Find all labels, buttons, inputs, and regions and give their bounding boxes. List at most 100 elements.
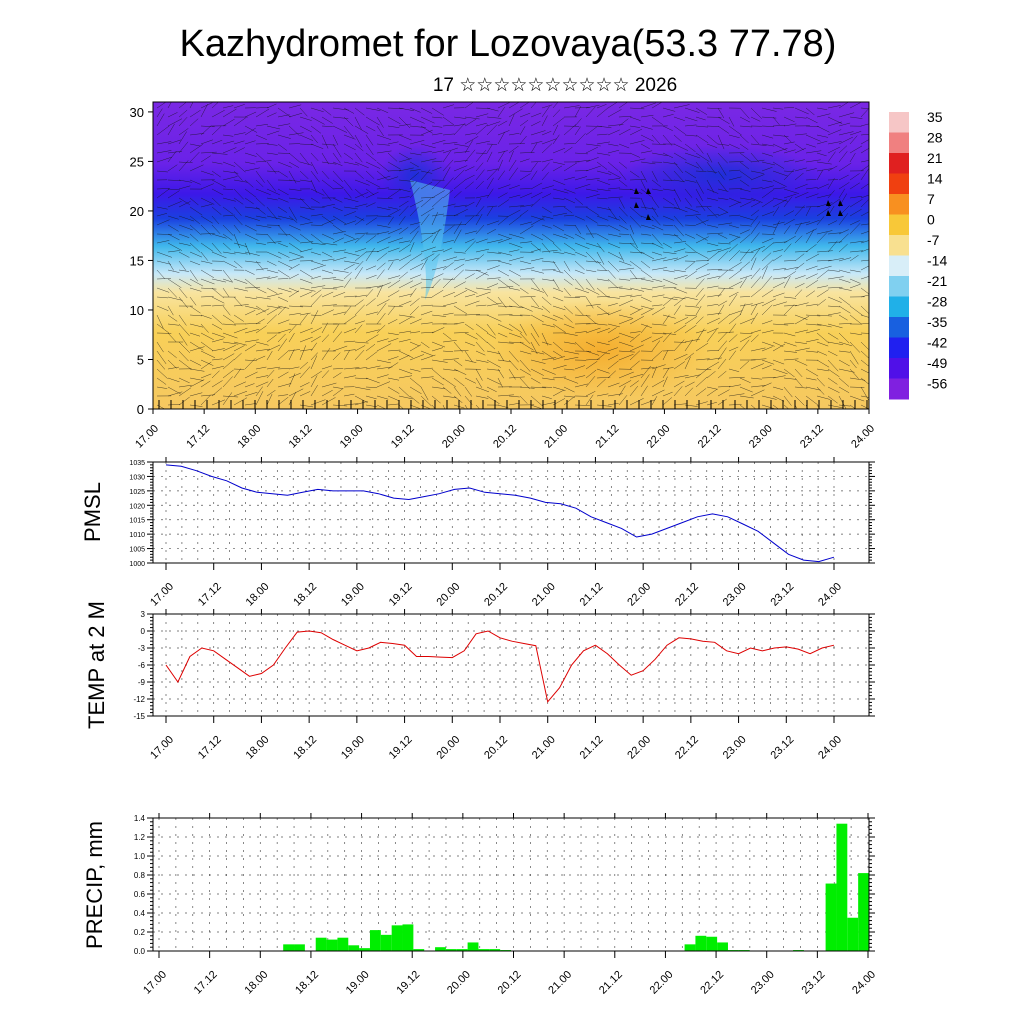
- y-tick-label: 0.4: [134, 909, 146, 918]
- y-tick-label: 30: [130, 105, 144, 120]
- y-tick-label: 10: [130, 303, 144, 318]
- precip-bar: [435, 947, 446, 951]
- colorbar-label: 0: [927, 212, 935, 228]
- colorbar-swatch: [889, 153, 909, 174]
- y-tick-label: 1005: [129, 547, 145, 554]
- x-tick-label: 18.12: [291, 734, 319, 762]
- x-tick-label: 21.12: [597, 969, 625, 997]
- precip-bar: [359, 948, 370, 951]
- x-tick-label: 21.12: [578, 581, 606, 609]
- y-tick-label: 3: [141, 610, 146, 619]
- x-tick-label: 20.12: [482, 581, 510, 609]
- flag-barb: [826, 200, 831, 206]
- x-tick-label: 20.12: [491, 423, 519, 451]
- precip-ylabel: PRECIP, mm: [82, 821, 107, 949]
- x-tick-label: 19.00: [344, 969, 372, 997]
- x-tick-label: 19.00: [339, 734, 367, 762]
- y-tick-label: 1030: [129, 474, 145, 481]
- colorbar-swatch: [889, 214, 909, 236]
- y-tick-label: 1010: [129, 532, 145, 539]
- y-tick-label: 1015: [129, 518, 145, 525]
- x-tick-label: 17.00: [141, 969, 169, 997]
- precip-bar: [684, 944, 696, 951]
- y-tick-label: -6: [138, 661, 146, 670]
- x-tick-label: 21.12: [593, 423, 621, 451]
- x-tick-label: 18.12: [291, 581, 319, 609]
- x-tick-label: 19.12: [389, 423, 417, 451]
- y-tick-label: 15: [130, 253, 144, 268]
- flag-barb: [634, 188, 639, 194]
- panel-frame: [152, 817, 870, 952]
- precip-bar: [369, 930, 381, 951]
- x-tick-label: 19.00: [338, 423, 366, 451]
- y-tick-label: -12: [133, 695, 145, 704]
- precip-bar: [717, 942, 728, 951]
- precip-bar: [294, 944, 305, 951]
- colorbar-label: 28: [927, 130, 943, 146]
- panel-frame: [152, 461, 870, 564]
- x-tick-label: 20.00: [434, 581, 462, 609]
- surface-barbs: [158, 400, 868, 409]
- colorbar-label: 35: [927, 109, 943, 125]
- x-tick-label: 24.00: [816, 581, 844, 609]
- x-tick-label: 23.00: [747, 423, 775, 451]
- y-tick-label: 0.2: [134, 928, 146, 937]
- colorbar-swatch: [889, 317, 909, 338]
- x-tick-label: 21.00: [546, 969, 574, 997]
- x-tick-label: 17.12: [196, 734, 224, 762]
- x-tick-label: 17.00: [148, 734, 176, 762]
- y-tick-label: -9: [138, 678, 146, 687]
- precip-bar: [380, 934, 392, 951]
- precip-bar: [337, 937, 349, 951]
- colorbar-swatch: [889, 132, 909, 154]
- x-tick-label: 17.00: [133, 423, 161, 451]
- wind-barbs: [156, 102, 869, 409]
- x-tick-label: 24.00: [816, 734, 844, 762]
- y-tick-label: 1000: [129, 561, 145, 568]
- precip-bar: [391, 925, 403, 951]
- x-tick-label: 22.12: [698, 969, 726, 997]
- x-tick-label: 18.12: [287, 423, 315, 451]
- series-line: [165, 630, 835, 703]
- x-tick-label: 20.00: [445, 969, 473, 997]
- cross-section-panel: [153, 102, 869, 409]
- colorbar-swatch: [889, 235, 909, 256]
- colorbar-swatch: [889, 194, 909, 215]
- figure-subtitle: 17 ☆☆☆☆☆☆☆☆☆☆ 2026: [433, 75, 677, 96]
- x-tick-label: 22.00: [648, 969, 676, 997]
- precip-bar: [706, 936, 718, 951]
- precip-bar: [315, 937, 327, 951]
- y-tick-label: 1035: [129, 460, 145, 467]
- y-tick-label: 1025: [129, 489, 145, 496]
- x-tick-label: 24.00: [850, 969, 878, 997]
- precip-bar: [489, 949, 501, 951]
- flag-barb: [826, 210, 831, 216]
- warm-core: [490, 300, 710, 400]
- y-tick-label: 0.6: [134, 890, 146, 899]
- colorbar-swatch: [889, 255, 909, 277]
- precip-bar: [858, 873, 869, 951]
- grid: [153, 817, 869, 952]
- x-tick-label: 22.12: [696, 423, 724, 451]
- colorbar-label: -14: [927, 253, 947, 269]
- wind-streaks: [156, 102, 869, 409]
- x-tick-label: 17.12: [192, 969, 220, 997]
- y-tick-label: -15: [133, 712, 145, 721]
- y-tick-label: 1.2: [134, 833, 146, 842]
- temp-panel: -15 -12 -9 -6 -3 0 3 17.00 17.12 18.00 18.12 19.00 1…: [133, 609, 875, 762]
- colorbar-label: -21: [927, 273, 947, 289]
- x-tick-label: 23.00: [721, 734, 749, 762]
- series-line: [165, 464, 835, 563]
- colorbar-label: 21: [927, 150, 943, 166]
- x-tick-label: 19.00: [339, 581, 367, 609]
- x-tick-label: 20.12: [482, 734, 510, 762]
- colorbar-label: -49: [927, 355, 947, 371]
- flag-barb: [646, 214, 651, 220]
- colorbar-swatch: [889, 337, 909, 359]
- x-tick-label: 22.00: [625, 734, 653, 762]
- precip-panel: 0.0 0.2 0.4 0.6 0.8 1.0 1.2 1.4 17.00 17.12 18.00 1…: [134, 813, 878, 997]
- precip-bar: [326, 939, 338, 951]
- flag-barb: [838, 210, 843, 216]
- precip-bar: [456, 949, 468, 951]
- precip-bar: [825, 883, 837, 951]
